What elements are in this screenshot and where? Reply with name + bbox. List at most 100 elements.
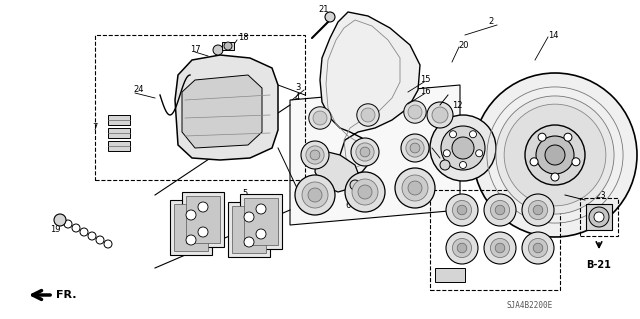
Polygon shape: [228, 202, 270, 257]
Text: 15: 15: [420, 76, 431, 85]
Circle shape: [538, 133, 546, 141]
Circle shape: [533, 205, 543, 215]
Circle shape: [460, 161, 467, 168]
Text: 18: 18: [238, 33, 248, 42]
Circle shape: [406, 139, 424, 157]
Circle shape: [351, 138, 379, 166]
Circle shape: [551, 173, 559, 181]
Bar: [430, 190, 560, 290]
Circle shape: [360, 147, 370, 157]
Circle shape: [361, 108, 375, 122]
Text: 24: 24: [133, 85, 143, 94]
Bar: [222, 42, 234, 50]
Polygon shape: [186, 196, 220, 243]
Polygon shape: [182, 192, 224, 247]
Circle shape: [564, 133, 572, 141]
Circle shape: [395, 168, 435, 208]
Text: 5: 5: [242, 189, 247, 198]
Polygon shape: [170, 200, 212, 255]
Circle shape: [410, 143, 420, 153]
Circle shape: [476, 150, 483, 157]
Circle shape: [490, 200, 509, 219]
Circle shape: [457, 243, 467, 253]
Circle shape: [54, 214, 66, 226]
Polygon shape: [244, 198, 278, 245]
Circle shape: [432, 107, 448, 123]
Circle shape: [408, 105, 422, 119]
Circle shape: [440, 160, 450, 170]
Circle shape: [325, 12, 335, 22]
Text: 16: 16: [420, 87, 431, 97]
Circle shape: [495, 243, 505, 253]
Circle shape: [525, 125, 585, 185]
Circle shape: [484, 232, 516, 264]
Circle shape: [358, 185, 372, 199]
Circle shape: [313, 111, 327, 125]
Circle shape: [295, 175, 335, 215]
Text: 20: 20: [458, 41, 468, 49]
Circle shape: [213, 45, 223, 55]
Circle shape: [495, 205, 505, 215]
Bar: [586, 204, 612, 230]
Circle shape: [522, 194, 554, 226]
Circle shape: [408, 181, 422, 195]
Text: 12: 12: [452, 101, 463, 110]
Circle shape: [484, 194, 516, 226]
Text: 14: 14: [548, 31, 559, 40]
Circle shape: [402, 175, 428, 201]
Bar: [108, 128, 130, 138]
Bar: [95, 35, 305, 180]
Circle shape: [589, 207, 609, 227]
Circle shape: [430, 115, 496, 181]
Circle shape: [186, 210, 196, 220]
Circle shape: [490, 238, 509, 258]
Polygon shape: [232, 206, 266, 253]
Circle shape: [545, 145, 565, 165]
Circle shape: [530, 158, 538, 166]
Bar: [108, 115, 130, 125]
Polygon shape: [174, 204, 208, 251]
Circle shape: [356, 143, 374, 161]
Circle shape: [357, 104, 380, 126]
Circle shape: [452, 238, 472, 258]
Circle shape: [345, 172, 385, 212]
Polygon shape: [315, 150, 360, 192]
Circle shape: [427, 102, 453, 128]
Text: 6: 6: [470, 133, 476, 143]
Circle shape: [504, 104, 606, 206]
Circle shape: [244, 212, 254, 222]
Text: 6: 6: [472, 158, 477, 167]
Circle shape: [306, 146, 324, 164]
Circle shape: [452, 200, 472, 219]
Text: 21: 21: [318, 5, 328, 14]
Circle shape: [441, 126, 485, 170]
Bar: [435, 268, 465, 282]
Circle shape: [224, 42, 232, 50]
Polygon shape: [290, 85, 460, 225]
Text: 6: 6: [345, 201, 350, 210]
Circle shape: [301, 141, 329, 169]
Text: FR.: FR.: [56, 290, 77, 300]
Circle shape: [594, 212, 604, 222]
Circle shape: [536, 136, 574, 174]
Circle shape: [449, 131, 456, 138]
Text: 3: 3: [295, 84, 300, 93]
Bar: [580, 198, 618, 236]
Circle shape: [470, 131, 477, 138]
Text: 22: 22: [355, 194, 365, 203]
Circle shape: [496, 96, 614, 214]
Text: 17: 17: [190, 46, 200, 55]
Circle shape: [533, 243, 543, 253]
Polygon shape: [320, 12, 420, 175]
Text: 19: 19: [50, 226, 61, 234]
Circle shape: [350, 180, 360, 190]
Text: B-21: B-21: [586, 260, 611, 270]
Circle shape: [404, 101, 426, 123]
Circle shape: [522, 232, 554, 264]
Text: 4: 4: [295, 93, 300, 102]
Circle shape: [572, 158, 580, 166]
Circle shape: [256, 229, 266, 239]
Text: 7: 7: [92, 123, 97, 132]
Circle shape: [198, 202, 208, 212]
Text: 23: 23: [595, 190, 605, 199]
